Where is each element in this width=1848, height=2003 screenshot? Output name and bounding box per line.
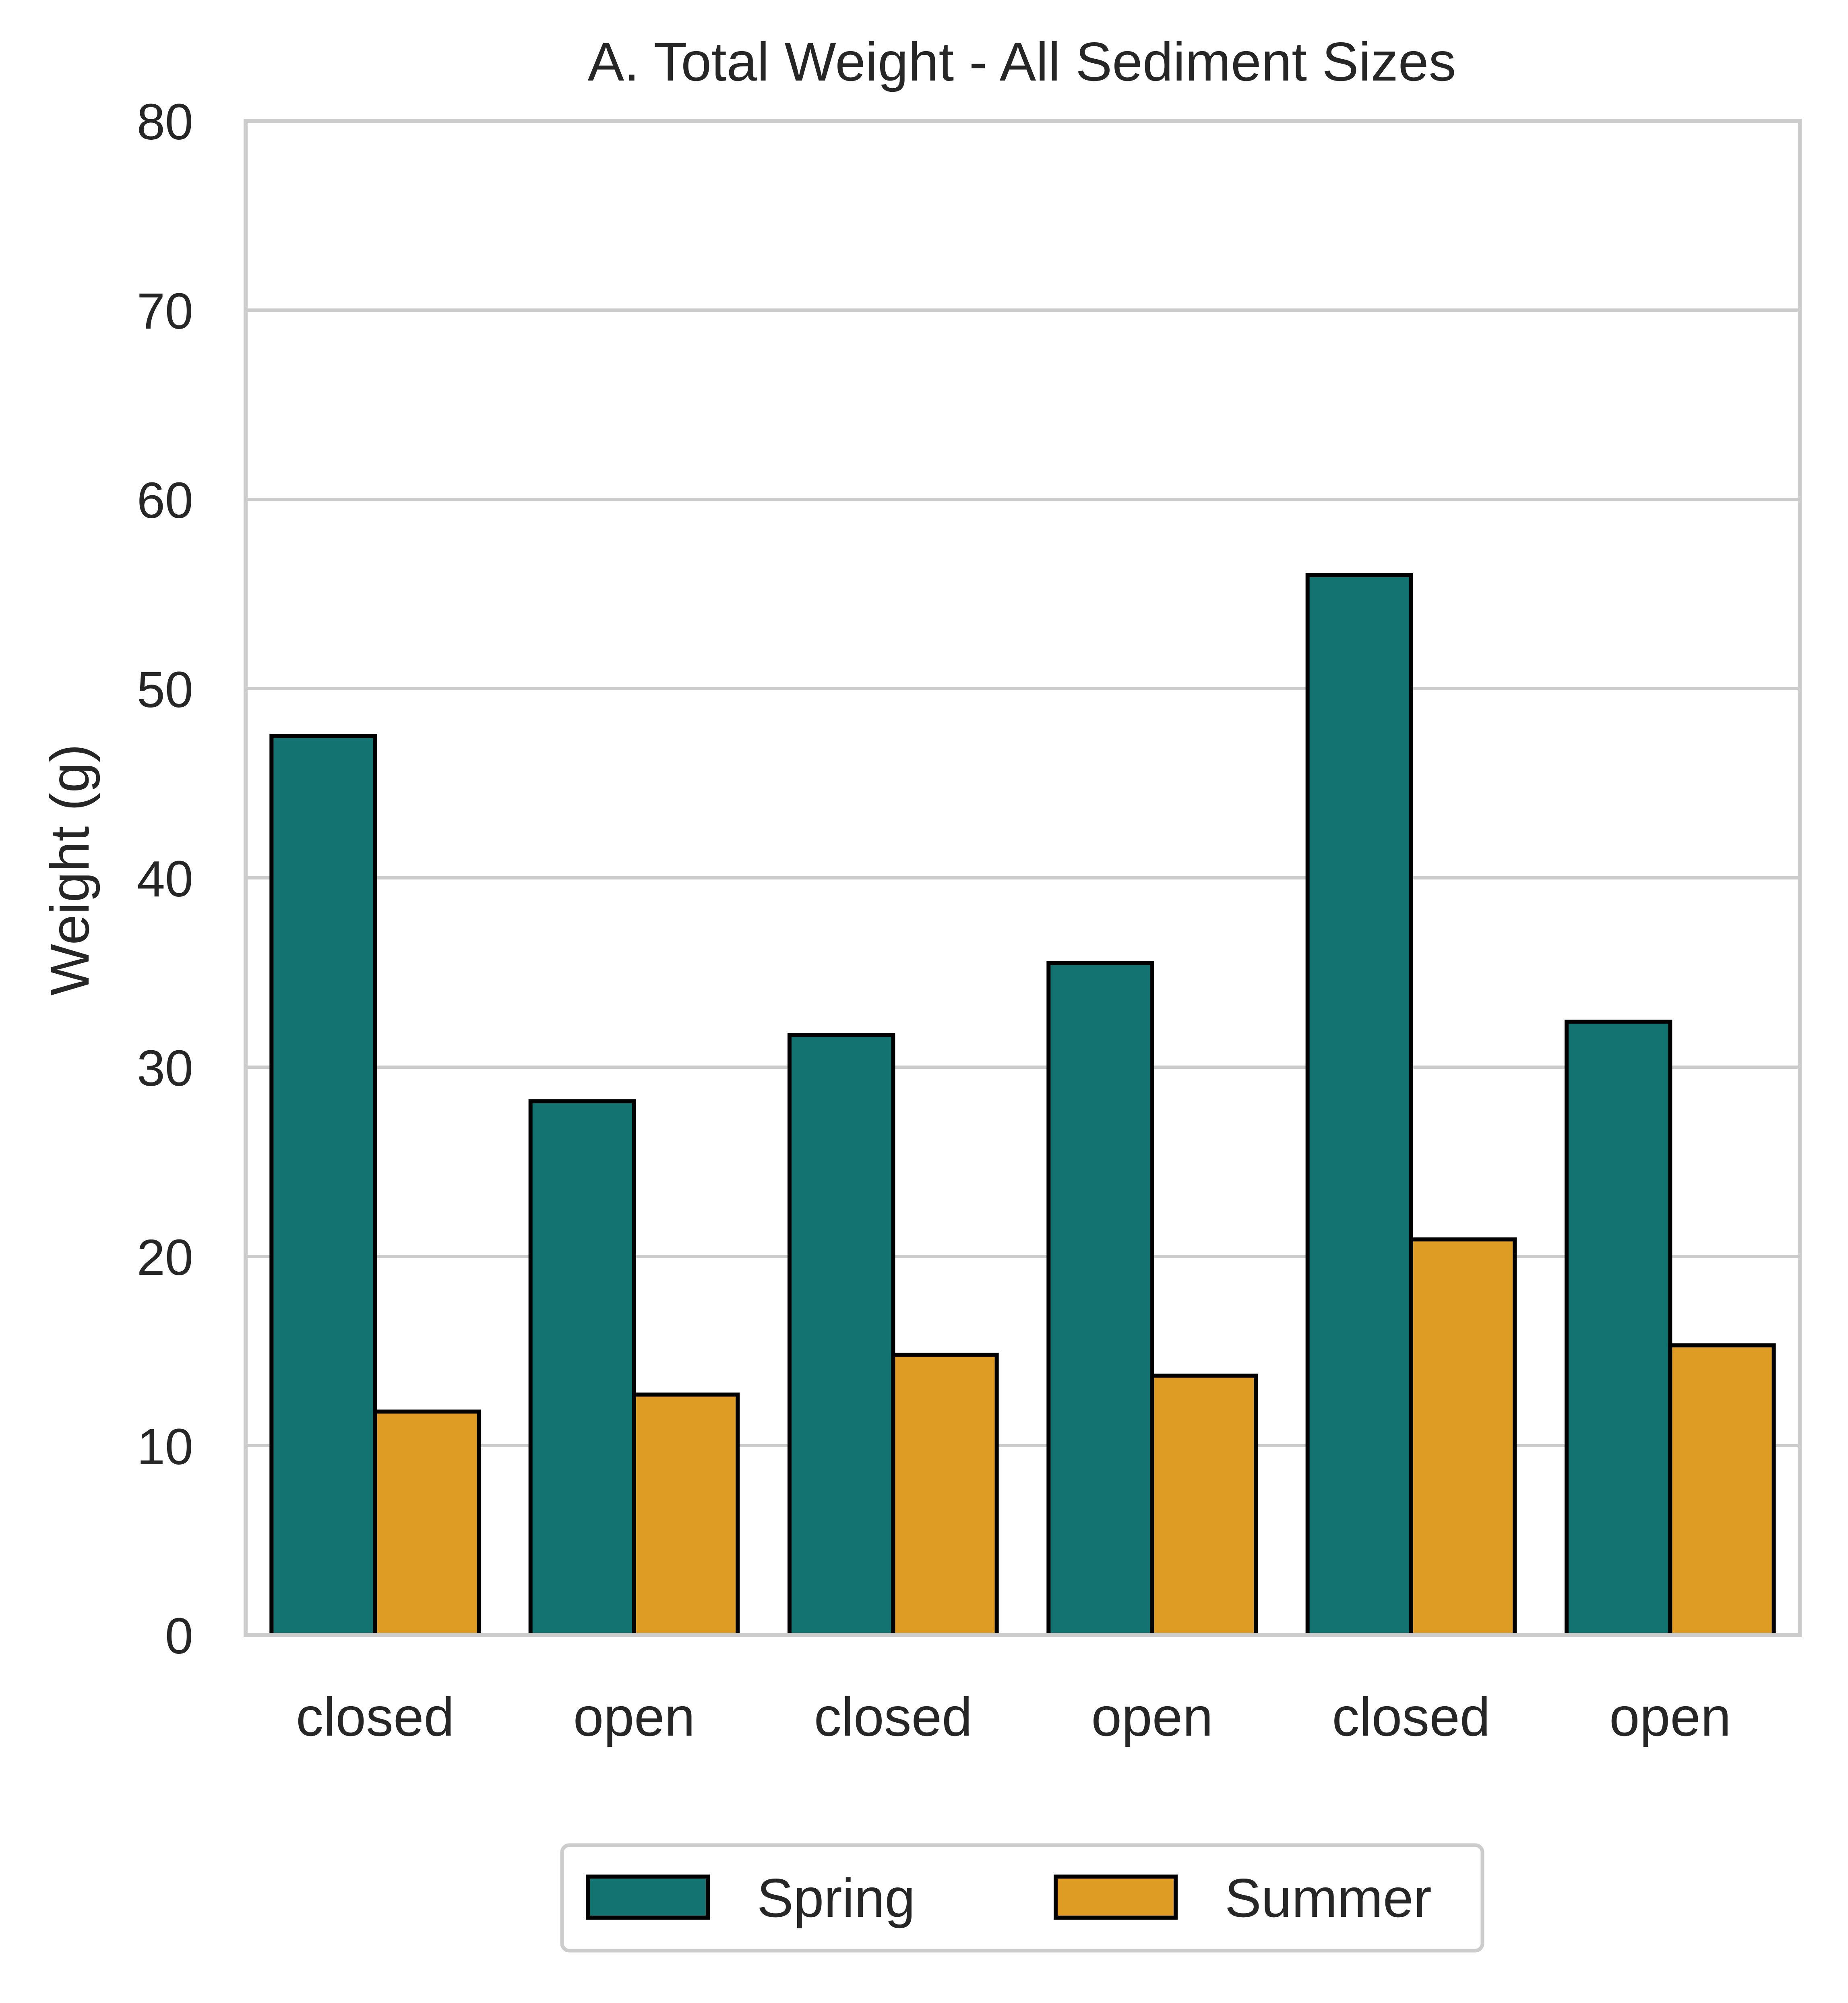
legend-label-summer: Summer — [1225, 1867, 1432, 1929]
bar-summer-2 — [632, 1393, 740, 1637]
x-tick-label: open — [1609, 1686, 1731, 1747]
bar-spring-4 — [1046, 961, 1154, 1637]
legend-swatch-summer — [1054, 1875, 1178, 1920]
bar-summer-6 — [1668, 1343, 1776, 1637]
y-tick-label: 60 — [137, 472, 193, 529]
x-tick-label: closed — [296, 1686, 454, 1747]
plot-frame — [244, 119, 1802, 1637]
legend-label-spring: Spring — [757, 1867, 915, 1929]
y-tick-labels: 0 10 20 30 40 50 60 70 80 — [137, 93, 193, 1664]
x-tick-label: open — [1091, 1686, 1213, 1747]
x-tick-labels: closed open closed open closed open — [296, 1686, 1731, 1747]
y-tick-label: 20 — [137, 1229, 193, 1286]
bar-spring-6 — [1565, 1020, 1672, 1637]
legend-box — [560, 1843, 1484, 1953]
legend: Spring Summer — [560, 1843, 1484, 1953]
y-tick-label: 50 — [137, 661, 193, 718]
bar-spring-2 — [528, 1099, 636, 1637]
bar-spring-1 — [269, 734, 377, 1637]
y-tick-label: 0 — [165, 1608, 193, 1664]
y-axis-label: Weight (g) — [39, 744, 100, 996]
bar-summer-4 — [1150, 1374, 1258, 1637]
x-tick-label: open — [573, 1686, 695, 1747]
legend-swatch-spring — [586, 1875, 710, 1920]
y-tick-label: 30 — [137, 1040, 193, 1097]
y-tick-label: 80 — [137, 93, 193, 150]
bar-summer-3 — [891, 1353, 999, 1637]
y-tick-label: 10 — [137, 1418, 193, 1475]
y-tick-label: 70 — [137, 283, 193, 339]
x-tick-label: closed — [1332, 1686, 1490, 1747]
x-tick-label: closed — [814, 1686, 972, 1747]
bar-spring-5 — [1305, 573, 1414, 1637]
bars — [269, 573, 1776, 1637]
chart-title: A. Total Weight - All Sediment Sizes — [588, 31, 1456, 92]
bar-spring-3 — [788, 1033, 895, 1637]
y-tick-label: 40 — [137, 850, 193, 907]
bar-summer-5 — [1409, 1237, 1517, 1637]
bar-summer-1 — [373, 1409, 481, 1637]
